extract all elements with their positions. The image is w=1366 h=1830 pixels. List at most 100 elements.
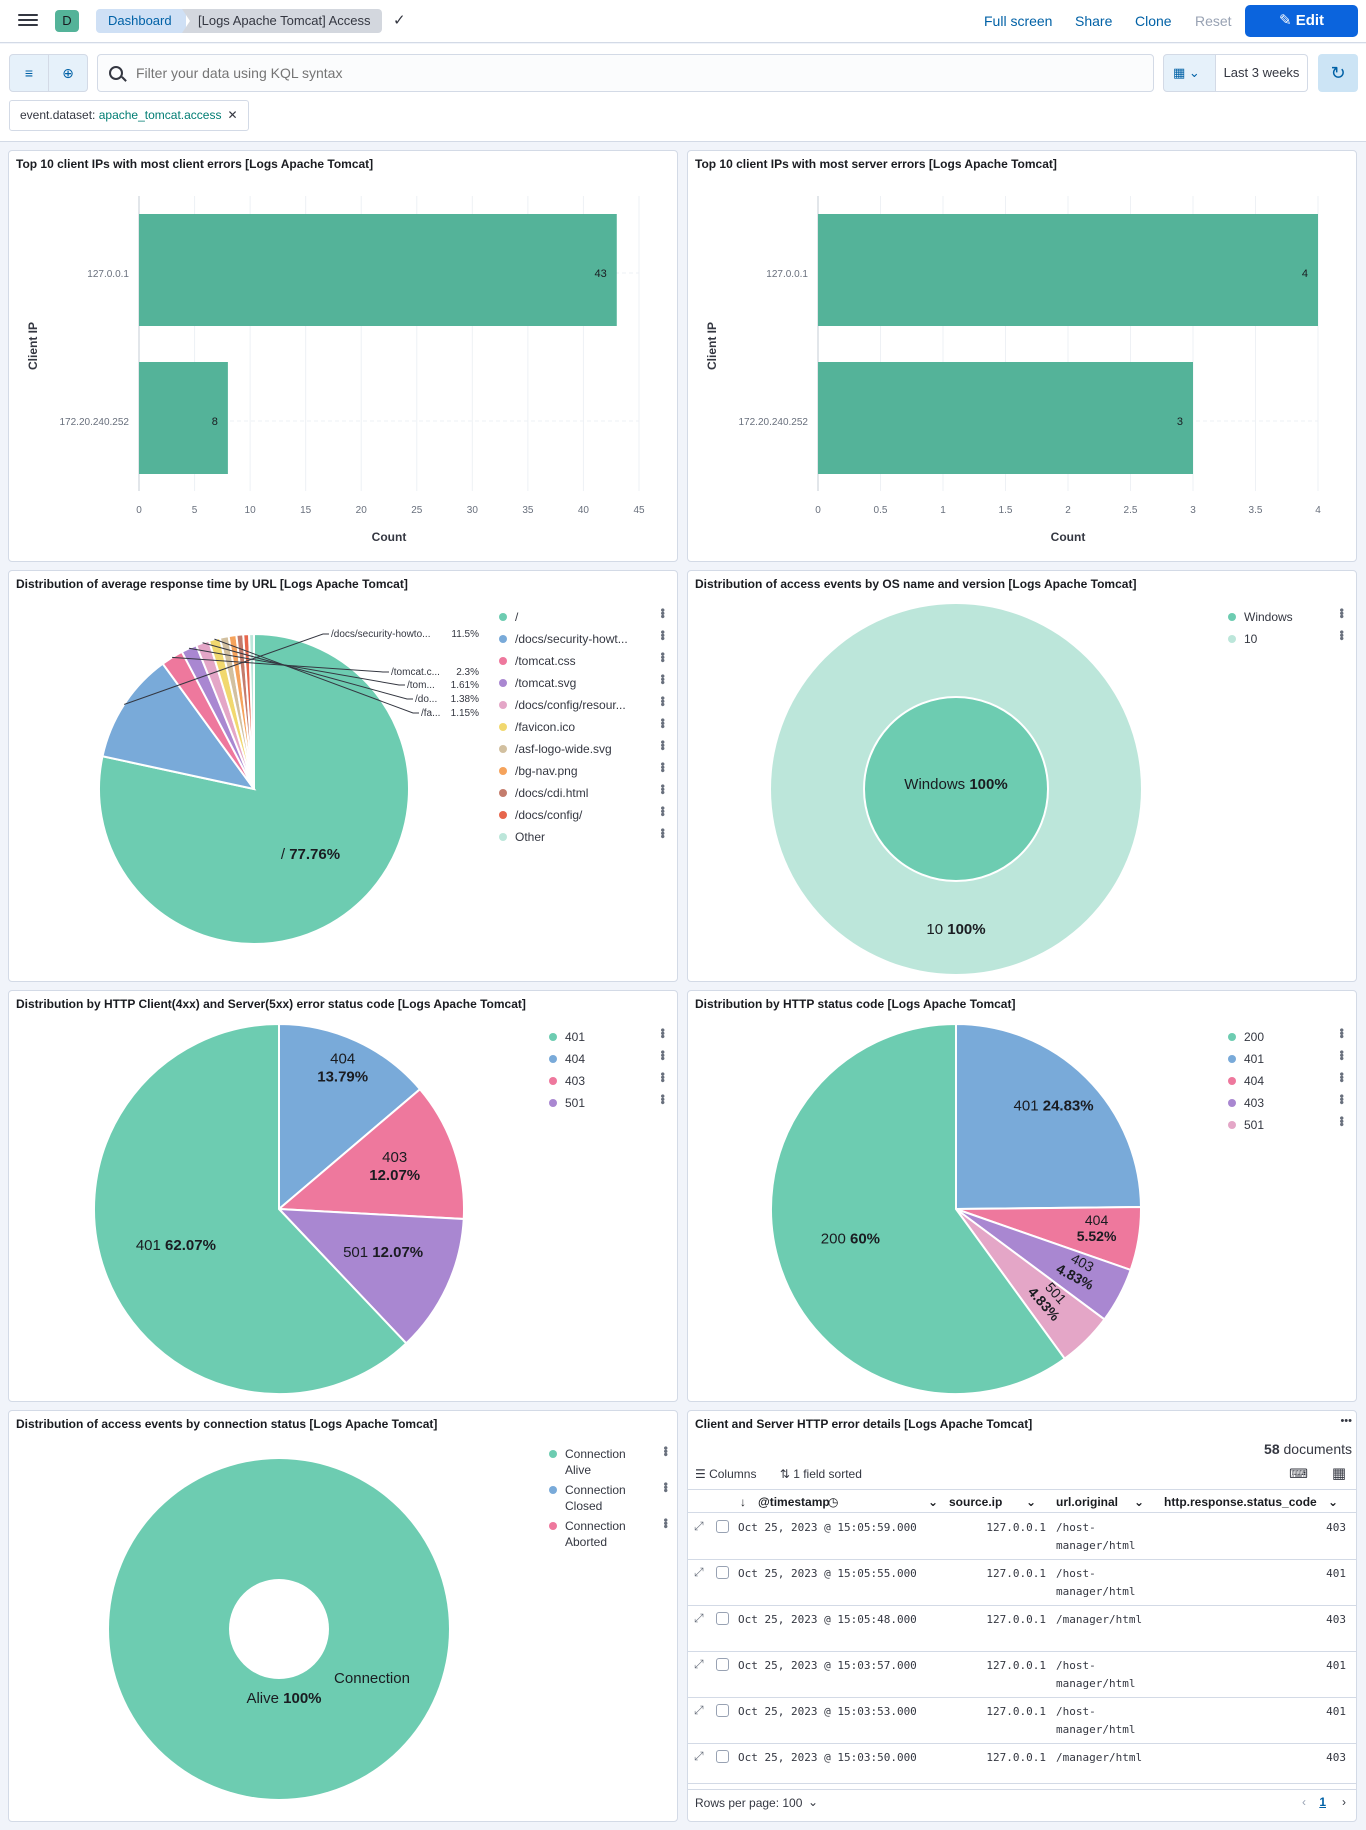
legend-options-icon[interactable]: ••• bbox=[656, 608, 670, 618]
legend-item[interactable]: 200 ••• bbox=[1228, 1026, 1353, 1048]
legend-item[interactable]: /docs/config/resour... ••• bbox=[499, 694, 674, 716]
legend-item[interactable]: 501 ••• bbox=[1228, 1114, 1353, 1136]
legend-item[interactable]: / ••• bbox=[499, 606, 674, 628]
expand-row-icon[interactable]: ⤢ bbox=[694, 1611, 704, 1625]
sort-button[interactable]: 1 field sorted bbox=[793, 1467, 862, 1481]
page-number[interactable]: 1 bbox=[1319, 1795, 1326, 1809]
legend-item[interactable]: 404 ••• bbox=[1228, 1070, 1353, 1092]
expand-row-icon[interactable]: ⤢ bbox=[694, 1657, 704, 1671]
row-checkbox[interactable] bbox=[716, 1566, 729, 1579]
chevron-down-icon[interactable]: ⌄ bbox=[1134, 1495, 1145, 1509]
legend-options-icon[interactable]: ••• bbox=[656, 762, 670, 772]
row-checkbox[interactable] bbox=[716, 1612, 729, 1625]
legend-item[interactable]: /tomcat.css ••• bbox=[499, 650, 674, 672]
table-row[interactable]: ⤢ Oct 25, 2023 @ 15:03:50.000 127.0.0.1/ma… bbox=[688, 1744, 1356, 1790]
legend-item[interactable]: Connection Closed ••• bbox=[549, 1482, 674, 1518]
legend-item[interactable]: 401 ••• bbox=[1228, 1048, 1353, 1070]
legend-options-icon[interactable]: ••• bbox=[656, 1028, 670, 1038]
table-row[interactable]: ⤢ Oct 25, 2023 @ 15:05:55.000 127.0.0.1/ho… bbox=[688, 1560, 1356, 1606]
legend-options-icon[interactable]: ••• bbox=[1335, 1094, 1349, 1104]
legend-options-icon[interactable]: ••• bbox=[659, 1446, 673, 1456]
legend-options-icon[interactable]: ••• bbox=[659, 1482, 673, 1492]
edit-button[interactable]: ✎ Edit bbox=[1245, 5, 1358, 37]
chevron-down-icon[interactable]: ⌄ bbox=[808, 1795, 819, 1809]
share-link[interactable]: Share bbox=[1075, 13, 1113, 29]
legend-options-icon[interactable]: ••• bbox=[1335, 1050, 1349, 1060]
prev-page-icon[interactable]: ‹ bbox=[1302, 1795, 1306, 1809]
legend-item[interactable]: /docs/security-howt... ••• bbox=[499, 628, 674, 650]
legend-options-icon[interactable]: ••• bbox=[656, 652, 670, 662]
filter-options-icon[interactable]: ≡ bbox=[9, 54, 49, 92]
table-row[interactable]: ⤢ Oct 25, 2023 @ 15:05:59.000 127.0.0.1/ho… bbox=[688, 1514, 1356, 1560]
table-row[interactable]: ⤢ Oct 25, 2023 @ 15:03:57.000 127.0.0.1/ho… bbox=[688, 1652, 1356, 1698]
breadcrumb-dashboard[interactable]: Dashboard bbox=[96, 9, 186, 33]
next-page-icon[interactable]: › bbox=[1342, 1795, 1346, 1809]
full-screen-link[interactable]: Full screen bbox=[984, 13, 1053, 29]
expand-row-icon[interactable]: ⤢ bbox=[694, 1703, 704, 1717]
legend-options-icon[interactable]: ••• bbox=[656, 674, 670, 684]
chevron-down-icon[interactable]: ⌄ bbox=[928, 1495, 939, 1509]
legend-options-icon[interactable]: ••• bbox=[656, 630, 670, 640]
expand-row-icon[interactable]: ⤢ bbox=[694, 1519, 704, 1533]
legend-options-icon[interactable]: ••• bbox=[656, 1072, 670, 1082]
legend-item[interactable]: /tomcat.svg ••• bbox=[499, 672, 674, 694]
legend-item[interactable]: 10 ••• bbox=[1228, 628, 1353, 650]
legend-item[interactable]: Windows ••• bbox=[1228, 606, 1353, 628]
row-checkbox[interactable] bbox=[716, 1658, 729, 1671]
hamburger-menu-icon[interactable] bbox=[18, 11, 38, 29]
legend-item[interactable]: 404 ••• bbox=[549, 1048, 674, 1070]
legend-options-icon[interactable]: ••• bbox=[1335, 1072, 1349, 1082]
remove-filter-icon[interactable]: ✕ bbox=[227, 108, 238, 122]
col-header-source-ip[interactable]: source.ip bbox=[949, 1495, 1003, 1509]
legend-item[interactable]: /docs/config/ ••• bbox=[499, 804, 674, 826]
legend-options-icon[interactable]: ••• bbox=[1335, 630, 1349, 640]
legend-options-icon[interactable]: ••• bbox=[656, 1050, 670, 1060]
legend-item[interactable]: Connection Alive ••• bbox=[549, 1446, 674, 1482]
legend-options-icon[interactable]: ••• bbox=[656, 784, 670, 794]
legend-item[interactable]: 401 ••• bbox=[549, 1026, 674, 1048]
clone-link[interactable]: Clone bbox=[1135, 13, 1172, 29]
columns-button[interactable]: Columns bbox=[709, 1467, 757, 1481]
fullscreen-grid-icon[interactable]: ▦ bbox=[1331, 1465, 1346, 1482]
legend-item[interactable]: 403 ••• bbox=[549, 1070, 674, 1092]
legend-options-icon[interactable]: ••• bbox=[659, 1518, 673, 1528]
col-header-url[interactable]: url.original bbox=[1056, 1495, 1119, 1509]
row-checkbox[interactable] bbox=[716, 1520, 729, 1533]
table-row[interactable]: ⤢ Oct 25, 2023 @ 15:05:48.000 127.0.0.1/ma… bbox=[688, 1606, 1356, 1652]
legend-options-icon[interactable]: ••• bbox=[1335, 1116, 1349, 1126]
legend-item[interactable]: 501 ••• bbox=[549, 1092, 674, 1114]
refresh-icon[interactable]: ↻ bbox=[1318, 54, 1358, 92]
legend-item[interactable]: Connection Aborted ••• bbox=[549, 1518, 674, 1554]
col-header-status-code[interactable]: http.response.status_code bbox=[1164, 1495, 1317, 1509]
chevron-down-icon[interactable]: ⌄ bbox=[1026, 1495, 1037, 1509]
rows-per-page-select[interactable]: Rows per page: 100 bbox=[695, 1796, 803, 1810]
kql-search-input[interactable] bbox=[136, 55, 1136, 91]
expand-row-icon[interactable]: ⤢ bbox=[694, 1565, 704, 1579]
legend-options-icon[interactable]: ••• bbox=[656, 740, 670, 750]
legend-item[interactable]: /bg-nav.png ••• bbox=[499, 760, 674, 782]
add-filter-icon[interactable]: ⊕ bbox=[48, 54, 88, 92]
legend-options-icon[interactable]: ••• bbox=[656, 806, 670, 816]
reset-link[interactable]: Reset bbox=[1195, 13, 1232, 29]
chevron-down-icon[interactable]: ⌄ bbox=[1328, 1495, 1339, 1509]
legend-options-icon[interactable]: ••• bbox=[656, 718, 670, 728]
expand-row-icon[interactable]: ⤢ bbox=[694, 1749, 704, 1763]
legend-options-icon[interactable]: ••• bbox=[1335, 608, 1349, 618]
table-row[interactable]: ⤢ Oct 25, 2023 @ 15:03:53.000 127.0.0.1/ho… bbox=[688, 1698, 1356, 1744]
legend-item[interactable]: /asf-logo-wide.svg ••• bbox=[499, 738, 674, 760]
legend-options-icon[interactable]: ••• bbox=[656, 1094, 670, 1104]
panel-options-icon[interactable]: ••• bbox=[1340, 1415, 1352, 1427]
legend-item[interactable]: 403 ••• bbox=[1228, 1092, 1353, 1114]
legend-options-icon[interactable]: ••• bbox=[1335, 1028, 1349, 1038]
keyboard-icon[interactable]: ⌨ bbox=[1289, 1466, 1308, 1481]
col-header-timestamp[interactable]: @timestamp bbox=[758, 1495, 830, 1509]
legend-options-icon[interactable]: ••• bbox=[656, 696, 670, 706]
legend-item[interactable]: Other ••• bbox=[499, 826, 674, 848]
legend-item[interactable]: /docs/cdi.html ••• bbox=[499, 782, 674, 804]
legend-options-icon[interactable]: ••• bbox=[656, 828, 670, 838]
calendar-icon[interactable]: ▦ ⌄ bbox=[1163, 54, 1216, 92]
time-range-picker[interactable]: Last 3 weeks bbox=[1216, 54, 1308, 92]
space-avatar[interactable]: D bbox=[55, 10, 79, 32]
filter-pill[interactable]: event.dataset: apache_tomcat.access ✕ bbox=[9, 100, 249, 131]
row-checkbox[interactable] bbox=[716, 1750, 729, 1763]
